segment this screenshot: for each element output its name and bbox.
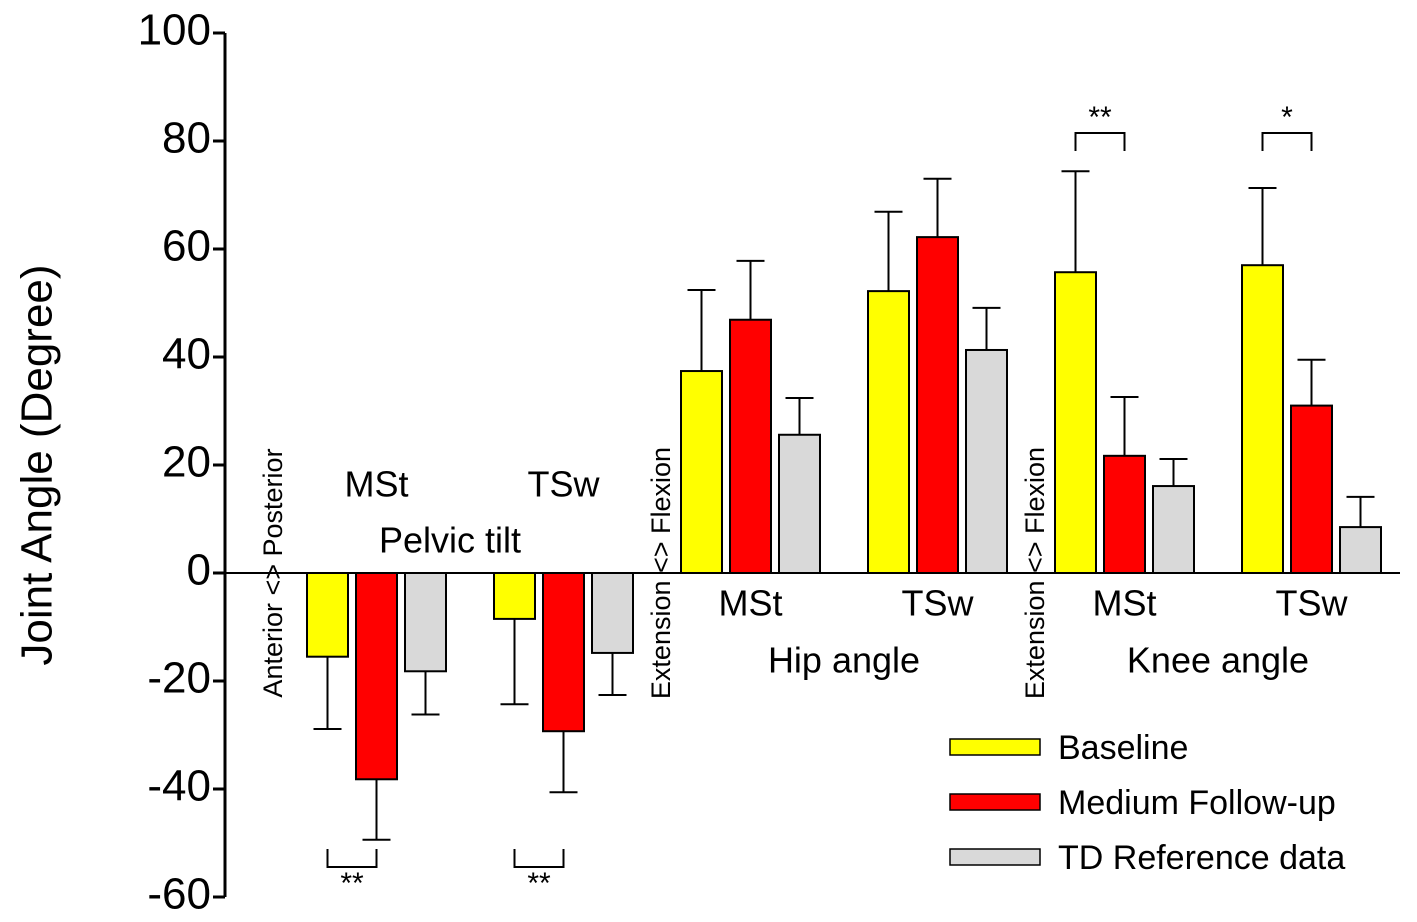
significance-bracket — [326, 849, 378, 868]
y-tick-label: 40 — [162, 330, 211, 379]
bar — [1103, 454, 1146, 575]
x-tick-label: MSt — [1092, 583, 1156, 624]
y-tick-label: 80 — [162, 114, 211, 163]
bar — [1241, 264, 1284, 574]
significance-bracket — [1261, 132, 1313, 151]
section-label: Hip angle — [768, 640, 920, 681]
bar — [355, 572, 398, 781]
bar — [867, 290, 910, 574]
y-tick-label: 0 — [187, 546, 211, 595]
bar — [680, 370, 723, 575]
x-tick-label: MSt — [718, 583, 782, 624]
direction-label: Extension <> Flexion — [1020, 447, 1050, 699]
bar — [778, 433, 821, 575]
bar — [1290, 404, 1333, 574]
bar — [1339, 526, 1382, 574]
x-tick-label: TSw — [1276, 583, 1349, 624]
significance-label: ** — [340, 867, 364, 900]
legend-swatch — [949, 793, 1041, 811]
y-tick-label: 60 — [162, 222, 211, 271]
y-tick-label: -20 — [147, 654, 211, 703]
bar — [1054, 271, 1097, 574]
x-tick-label: TSw — [528, 464, 601, 505]
y-axis-label: Joint Angle (Degree) — [13, 264, 62, 665]
significance-bracket — [513, 849, 565, 868]
y-tick-label: -40 — [147, 762, 211, 811]
legend-label: TD Reference data — [1058, 839, 1345, 877]
bar — [404, 572, 447, 673]
y-tick-label: 100 — [138, 6, 211, 55]
bar — [965, 348, 1008, 575]
legend-label: Baseline — [1058, 729, 1188, 767]
direction-label: Anterior <> Posterior — [258, 448, 288, 697]
y-tick-label: -60 — [147, 870, 211, 917]
legend-label: Medium Follow-up — [1058, 784, 1336, 822]
bar — [542, 572, 585, 733]
x-tick-label: MSt — [344, 464, 408, 505]
bar — [493, 572, 536, 620]
direction-label: Extension <> Flexion — [646, 447, 676, 699]
significance-label: * — [1281, 101, 1293, 134]
bar — [1152, 485, 1195, 574]
bar — [306, 572, 349, 658]
section-label: Knee angle — [1127, 640, 1309, 681]
significance-bracket — [1074, 132, 1126, 151]
y-tick-label: 20 — [162, 438, 211, 487]
significance-label: ** — [1088, 101, 1112, 134]
x-tick-label: TSw — [902, 583, 975, 624]
significance-label: ** — [527, 867, 551, 900]
bar — [729, 318, 772, 574]
legend-swatch — [949, 738, 1041, 756]
bar — [591, 572, 634, 654]
section-label: Pelvic tilt — [379, 520, 521, 561]
legend-swatch — [949, 848, 1041, 866]
bar — [916, 236, 959, 574]
